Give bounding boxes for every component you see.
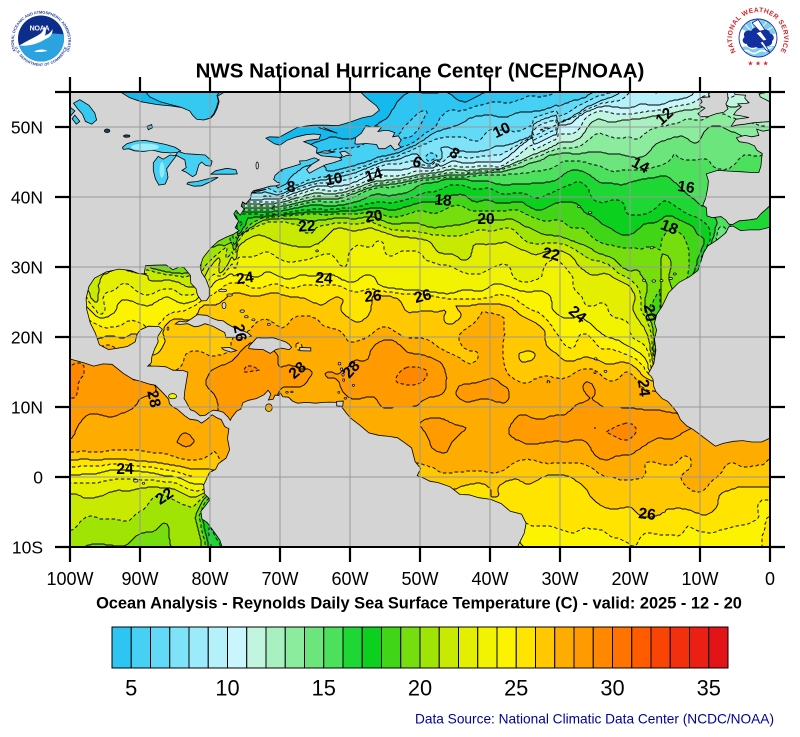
svg-text:30W: 30W (541, 569, 578, 589)
svg-text:28: 28 (143, 389, 163, 410)
svg-text:20W: 20W (611, 569, 648, 589)
svg-text:10S: 10S (12, 538, 43, 558)
svg-text:8: 8 (287, 179, 296, 196)
svg-text:50N: 50N (11, 118, 43, 138)
svg-text:★ ★ ★: ★ ★ ★ (747, 60, 768, 68)
svg-text:18: 18 (434, 191, 453, 209)
svg-text:30N: 30N (11, 258, 43, 278)
svg-text:NWS National Hurricane Center: NWS National Hurricane Center (NCEP/NOAA… (196, 60, 645, 83)
svg-text:20: 20 (364, 207, 383, 226)
svg-text:22: 22 (298, 218, 316, 236)
svg-text:24: 24 (116, 461, 134, 478)
svg-text:Ocean Analysis - Reynolds Dail: Ocean Analysis - Reynolds Daily Sea Surf… (96, 595, 742, 613)
svg-text:40N: 40N (11, 188, 43, 208)
svg-text:10W: 10W (681, 569, 718, 589)
svg-text:20: 20 (408, 676, 432, 701)
svg-text:20: 20 (640, 303, 659, 322)
svg-text:10: 10 (324, 170, 344, 190)
svg-text:22: 22 (541, 244, 561, 264)
svg-text:16: 16 (676, 178, 696, 197)
svg-text:40W: 40W (471, 569, 508, 589)
svg-text:NOAA: NOAA (30, 26, 50, 33)
svg-text:20: 20 (477, 211, 494, 228)
svg-text:70W: 70W (261, 569, 298, 589)
svg-text:10: 10 (215, 676, 239, 701)
svg-text:22: 22 (153, 485, 177, 509)
svg-text:80W: 80W (191, 569, 228, 589)
svg-text:26: 26 (229, 323, 249, 344)
svg-text:18: 18 (658, 217, 681, 239)
svg-text:24: 24 (315, 270, 334, 288)
svg-text:0: 0 (765, 569, 775, 589)
svg-text:26: 26 (638, 505, 657, 524)
svg-text:Data Source: National Climatic: Data Source: National Climatic Data Cent… (415, 712, 774, 727)
svg-text:15: 15 (312, 676, 336, 701)
svg-text:14: 14 (363, 165, 385, 186)
svg-text:100W: 100W (46, 569, 93, 589)
svg-text:35: 35 (697, 676, 721, 701)
svg-text:90W: 90W (121, 569, 158, 589)
svg-text:50W: 50W (401, 569, 438, 589)
svg-text:10N: 10N (11, 398, 43, 418)
svg-text:20N: 20N (11, 328, 43, 348)
svg-text:25: 25 (504, 676, 528, 701)
svg-text:0: 0 (33, 468, 43, 488)
svg-text:24: 24 (634, 378, 653, 397)
svg-text:26: 26 (363, 287, 382, 306)
svg-text:5: 5 (125, 676, 137, 701)
svg-text:26: 26 (412, 286, 433, 307)
svg-text:60W: 60W (331, 569, 368, 589)
svg-text:24: 24 (235, 269, 255, 288)
svg-text:30: 30 (600, 676, 624, 701)
svg-text:10: 10 (490, 119, 513, 142)
svg-text:14: 14 (629, 154, 653, 177)
